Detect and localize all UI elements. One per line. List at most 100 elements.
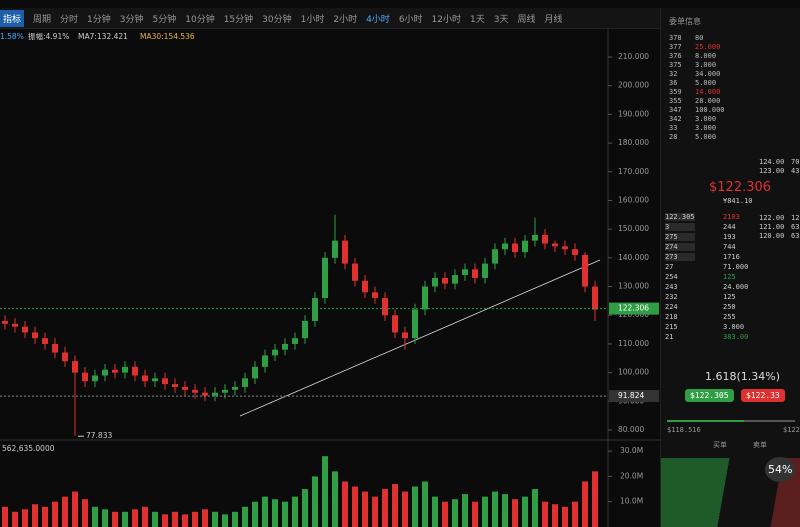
ask-amount: 3.000 — [695, 61, 717, 69]
volume-bar — [272, 499, 278, 527]
volume-bar — [592, 471, 598, 527]
ask-qty: 347 — [669, 106, 682, 114]
timeframe[interactable]: 1小时 — [300, 14, 325, 25]
bid-amount: 244 — [723, 223, 736, 231]
bid-amount: 125 — [723, 293, 736, 301]
toolbar: 指标 周期 分时 1分钟 3分钟 5分钟 10分钟 15分钟 30分钟 1小时 2小时 4小时 6小时 1… — [0, 8, 660, 29]
volume-bar — [292, 496, 298, 527]
bid-amount: 3.000 — [723, 323, 745, 331]
candle-body — [112, 369, 118, 373]
bid-qty: 254 — [665, 273, 678, 281]
volume-bar — [52, 501, 58, 527]
timeframe[interactable]: 月线 — [544, 14, 563, 25]
candle-body — [422, 286, 428, 310]
volume-bar — [482, 496, 488, 527]
timeframe[interactable]: 6小时 — [398, 14, 423, 25]
candle-body — [212, 392, 218, 396]
candle-body — [352, 263, 358, 281]
volume-bar — [202, 509, 208, 527]
chart: 1.58% 振幅:4.91% MA7:132.421 MA30:154.536 562,… — [0, 28, 660, 527]
bid-qty: 243 — [665, 283, 678, 291]
range-track — [667, 420, 795, 422]
candle-body — [532, 234, 538, 241]
candle-body — [552, 243, 558, 247]
current-label: 122.306 — [618, 304, 649, 313]
ask-side-qty: 70 — [791, 158, 800, 166]
volume-bar — [572, 501, 578, 527]
timeframe[interactable]: 30分钟 — [262, 14, 292, 25]
y-tick-label: 110.000 — [618, 339, 649, 348]
candle-body — [152, 378, 158, 382]
ask-amount: 8.000 — [695, 52, 717, 60]
volume-bar — [342, 481, 348, 527]
trend-line — [239, 259, 601, 417]
volume-info: 562,635.0000 — [2, 444, 55, 453]
ask-qty: 375 — [669, 61, 682, 69]
y-tick-label: 120.000 — [618, 310, 649, 319]
timeframe[interactable]: 12小时 — [431, 14, 461, 25]
volume-bar — [512, 499, 518, 527]
bid-qty: 275 — [665, 233, 695, 241]
volume-bar — [112, 511, 118, 527]
ask-amount: 80 — [695, 34, 704, 42]
volume-bar — [542, 501, 548, 527]
volume-bar — [62, 496, 68, 527]
candle-body — [42, 338, 48, 344]
candle-body — [72, 361, 78, 373]
range-high: $122 — [783, 426, 800, 434]
timeframe[interactable]: 4小时 — [366, 14, 390, 25]
bid-qty: 232 — [665, 293, 678, 301]
timeframe[interactable]: 1分钟 — [87, 14, 111, 25]
buy-button[interactable]: $122.305 — [685, 389, 734, 402]
candle-body — [572, 249, 578, 255]
candle-body — [132, 366, 138, 376]
change: 1.618(1.34%) — [705, 370, 781, 383]
candle-body — [462, 269, 468, 276]
timeframe[interactable]: 周期 — [33, 14, 52, 25]
timeframe[interactable]: 1天 — [470, 14, 485, 25]
candle-body — [2, 320, 8, 324]
bid-price: 121.00 — [759, 223, 785, 231]
indicator[interactable]: 指标 — [0, 9, 25, 27]
candle-body — [502, 243, 508, 250]
candle-body — [492, 249, 498, 264]
ask-qty: 32 — [669, 70, 678, 78]
candle-body — [312, 298, 318, 321]
timeframe[interactable]: 10分钟 — [185, 14, 215, 25]
timeframe[interactable]: 周线 — [517, 14, 536, 25]
ask-qty: 378 — [669, 34, 682, 42]
volume-bar — [12, 511, 18, 527]
timeframe[interactable]: 3天 — [493, 14, 509, 25]
volume-bar — [252, 501, 258, 527]
marked-box — [609, 390, 659, 403]
timeframe[interactable]: 分时 — [60, 14, 79, 25]
timeframe[interactable]: 3分钟 — [119, 14, 144, 25]
volume-bar — [562, 506, 568, 527]
candle-body — [12, 323, 18, 327]
y-tick-label: 180.000 — [618, 138, 649, 147]
volume-bar — [452, 499, 458, 527]
candle-body — [242, 378, 248, 387]
timeframe[interactable]: 5分钟 — [152, 14, 177, 25]
candle-body — [382, 298, 388, 316]
candle-body — [262, 355, 268, 367]
candle-body — [172, 384, 178, 387]
bid-qty: 274 — [665, 243, 695, 251]
volume-bar — [172, 511, 178, 527]
ask-amount: 34.000 — [695, 70, 721, 78]
candle-body — [482, 263, 488, 278]
volume-bar — [532, 489, 538, 527]
bid-qty: 122.305 — [665, 213, 695, 221]
v-tick-label: 30.0M — [620, 446, 643, 455]
sell-button[interactable]: $122.33 — [741, 389, 785, 402]
timeframe[interactable]: 2小时 — [333, 14, 358, 25]
candle-body — [342, 240, 348, 264]
bid-amount: 255 — [723, 313, 736, 321]
ask-amount: 100.000 — [695, 106, 725, 114]
volume-bar — [402, 491, 408, 527]
volume-bar — [372, 496, 378, 527]
volume-bar — [242, 506, 248, 527]
bid-price: 120.00 — [759, 232, 785, 240]
timeframe[interactable]: 15分钟 — [223, 14, 254, 25]
volume-bar — [82, 499, 88, 527]
